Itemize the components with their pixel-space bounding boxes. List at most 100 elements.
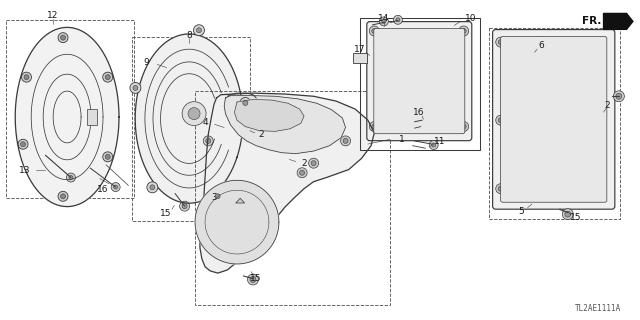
Circle shape	[372, 28, 377, 34]
Circle shape	[147, 182, 158, 193]
Polygon shape	[604, 13, 633, 29]
Circle shape	[69, 176, 73, 180]
Circle shape	[196, 28, 202, 33]
Text: 11: 11	[435, 137, 446, 146]
Text: FR.: FR.	[582, 16, 601, 27]
Circle shape	[431, 143, 436, 147]
Circle shape	[300, 170, 305, 175]
FancyBboxPatch shape	[493, 29, 615, 209]
Circle shape	[58, 191, 68, 201]
Text: 12: 12	[47, 12, 59, 20]
Circle shape	[182, 204, 187, 209]
Text: 9: 9	[143, 58, 149, 67]
Circle shape	[536, 37, 547, 47]
Text: 3: 3	[212, 193, 218, 202]
Circle shape	[536, 115, 547, 125]
Circle shape	[308, 158, 319, 168]
Circle shape	[536, 184, 547, 194]
Polygon shape	[234, 100, 304, 131]
Circle shape	[61, 35, 65, 40]
Circle shape	[496, 184, 506, 194]
Circle shape	[297, 168, 307, 178]
Circle shape	[429, 140, 438, 149]
Polygon shape	[224, 96, 346, 154]
Text: 1: 1	[399, 135, 404, 144]
Text: 8: 8	[186, 31, 192, 40]
Circle shape	[539, 118, 544, 123]
Text: 17: 17	[354, 44, 365, 54]
Circle shape	[243, 100, 248, 106]
Circle shape	[105, 75, 110, 80]
FancyBboxPatch shape	[374, 28, 465, 134]
Circle shape	[459, 26, 468, 36]
Circle shape	[396, 18, 400, 22]
Text: 16: 16	[97, 185, 109, 194]
Polygon shape	[87, 109, 97, 125]
Circle shape	[613, 91, 625, 102]
Circle shape	[311, 161, 316, 166]
Circle shape	[130, 83, 141, 93]
Circle shape	[204, 136, 213, 146]
Circle shape	[257, 112, 262, 118]
Circle shape	[496, 115, 506, 125]
FancyBboxPatch shape	[500, 36, 607, 202]
Text: 13: 13	[19, 166, 31, 175]
Circle shape	[418, 115, 427, 124]
Text: 15: 15	[570, 213, 581, 222]
Bar	[353, 53, 367, 63]
Circle shape	[150, 185, 155, 190]
Circle shape	[182, 102, 206, 125]
Circle shape	[340, 136, 351, 146]
Bar	[360, 18, 480, 150]
Circle shape	[459, 122, 468, 132]
Circle shape	[343, 138, 348, 143]
Text: 14: 14	[378, 14, 390, 23]
Circle shape	[61, 194, 65, 199]
Circle shape	[22, 72, 31, 82]
Text: 5: 5	[518, 207, 524, 216]
Circle shape	[180, 201, 189, 211]
Circle shape	[539, 40, 544, 44]
Circle shape	[496, 37, 506, 47]
Circle shape	[498, 118, 503, 123]
Circle shape	[114, 185, 118, 189]
Circle shape	[240, 98, 251, 108]
Bar	[489, 28, 620, 219]
Circle shape	[461, 124, 466, 129]
Circle shape	[498, 186, 503, 191]
Polygon shape	[15, 28, 119, 207]
Circle shape	[18, 139, 28, 149]
Circle shape	[105, 154, 110, 159]
Text: 4: 4	[202, 118, 208, 127]
Text: 2: 2	[301, 159, 307, 168]
Circle shape	[205, 138, 211, 143]
Text: 6: 6	[538, 41, 544, 51]
Circle shape	[133, 85, 138, 90]
Circle shape	[616, 93, 622, 99]
Circle shape	[248, 274, 259, 285]
Circle shape	[417, 122, 425, 130]
Text: 10: 10	[465, 14, 476, 23]
Circle shape	[250, 276, 256, 283]
Circle shape	[20, 142, 26, 147]
Circle shape	[188, 108, 200, 120]
Circle shape	[419, 124, 422, 127]
Circle shape	[380, 17, 388, 26]
Circle shape	[103, 72, 113, 82]
Circle shape	[58, 33, 68, 43]
Bar	[195, 92, 390, 305]
Bar	[6, 20, 134, 198]
Circle shape	[212, 191, 223, 202]
Circle shape	[254, 110, 265, 121]
Circle shape	[369, 26, 380, 36]
Circle shape	[67, 173, 76, 182]
Circle shape	[563, 209, 573, 220]
Text: 2: 2	[259, 130, 264, 139]
Circle shape	[103, 152, 113, 162]
Circle shape	[193, 25, 205, 36]
Text: TL2AE1111A: TL2AE1111A	[575, 304, 621, 313]
Circle shape	[539, 186, 544, 191]
Text: 15: 15	[160, 209, 172, 218]
Polygon shape	[200, 93, 374, 273]
Text: 16: 16	[413, 108, 425, 117]
